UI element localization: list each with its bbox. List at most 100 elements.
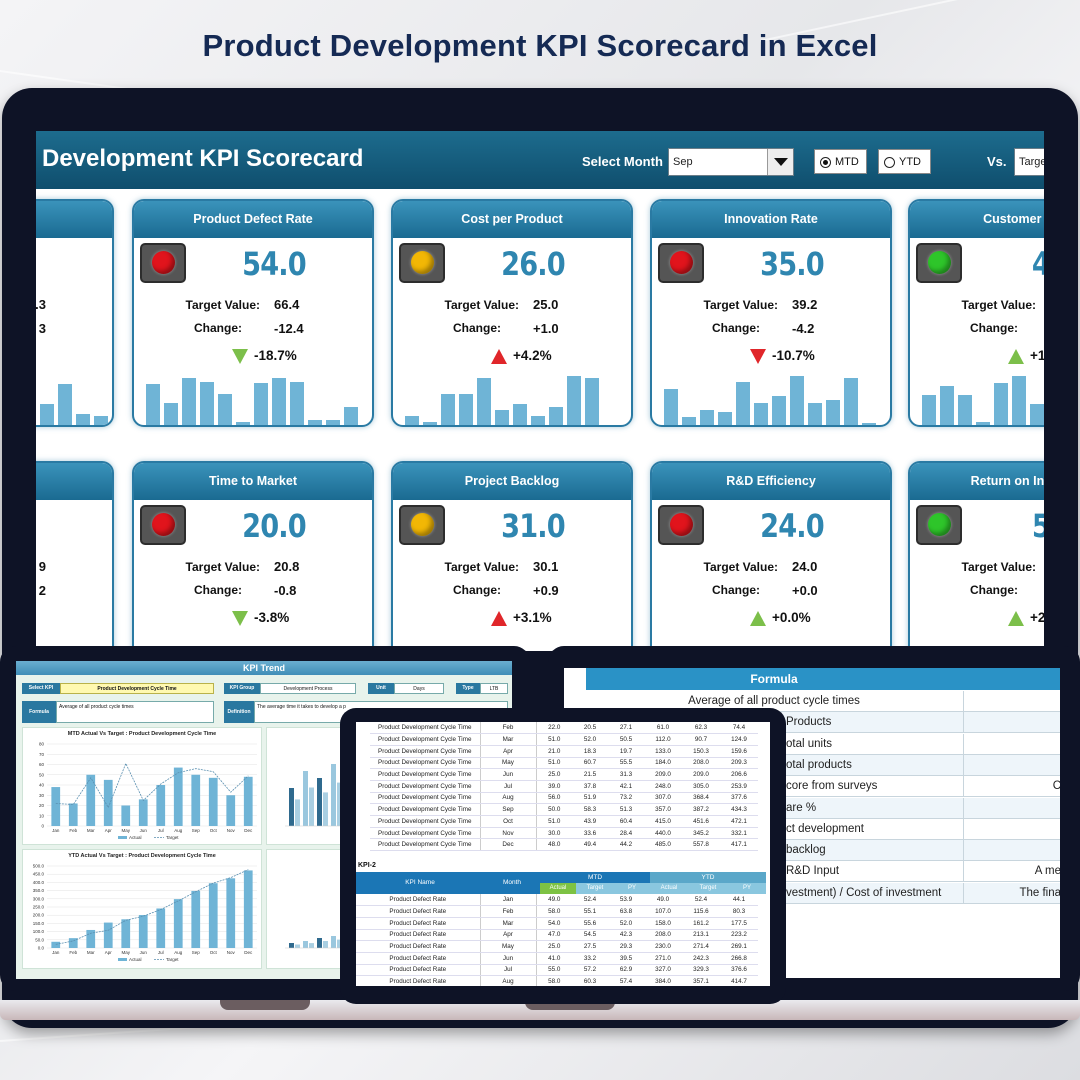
dropdown-arrow-icon[interactable]: [767, 149, 793, 175]
table-cell: 42.1: [608, 780, 644, 793]
table-cell: 18.3: [572, 745, 608, 758]
month-dropdown[interactable]: Sep: [668, 148, 794, 176]
table-cell: 52.4: [682, 894, 720, 907]
formula-right-text: A me: [963, 861, 1060, 882]
formula-right-text: [963, 840, 1060, 861]
mtd-radio[interactable]: MTD: [814, 149, 867, 174]
change-value: -0.8: [274, 583, 297, 598]
select-kpi-dropdown[interactable]: Product Development Cycle Time: [60, 683, 214, 694]
x-tick-label: Sep: [192, 950, 201, 955]
ytd-py-header: PY: [728, 883, 766, 894]
kpi-card-title: Innovation Rate: [652, 201, 890, 238]
table-cell: 41.0: [536, 952, 572, 965]
y-tick-label: 40: [39, 783, 45, 788]
table-screen: Product Development Cycle Time Feb 22.0 20.…: [356, 722, 770, 986]
spark-bar: [549, 406, 563, 425]
kpi-card-title: Time to Market: [134, 463, 372, 500]
ytd-chart-panel: YTD Actual Vs Target : Product Developme…: [22, 849, 262, 969]
table-cell: 223.2: [720, 929, 758, 942]
comparison-dropdown[interactable]: Target: [1014, 148, 1044, 176]
table-cell: Feb: [480, 905, 537, 918]
table-row: Product Development Cycle Time Dec 48.0 49.…: [370, 838, 758, 852]
table-cell: 58.0: [536, 975, 572, 986]
target-value: 30.1: [533, 559, 559, 574]
table-cell: 133.0: [644, 745, 682, 758]
spark-bar: [790, 375, 804, 425]
legend-actual-label: Actual: [129, 957, 142, 962]
table-cell: Oct: [480, 815, 537, 828]
kpi2-label: KPI-2: [358, 862, 376, 869]
actual-bar: [208, 883, 218, 948]
table-cell: 42.3: [608, 929, 644, 942]
table-cell: 451.6: [682, 815, 720, 828]
actual-bar: [86, 929, 96, 948]
spark-bar: [459, 393, 473, 425]
table-cell: 60.7: [572, 757, 608, 770]
table-cell: 158.0: [644, 917, 682, 930]
table-cell: 33.2: [572, 952, 608, 965]
kpi-card: Product Defect Rate 54.0 Target Value: 66.4…: [132, 199, 374, 427]
arrow-down-icon: [232, 611, 248, 626]
table-cell: 307.0: [644, 792, 682, 805]
formula-right-text: [963, 818, 1060, 839]
ytd-chart-title: YTD Actual Vs Target : Product Developme…: [68, 853, 216, 859]
spark-bar: [958, 394, 972, 425]
table-cell: 54.5: [572, 929, 608, 942]
table-cell: 112.0: [644, 733, 682, 746]
radio-unselected-icon: [884, 157, 895, 168]
spark-bar: [994, 383, 1008, 425]
table-cell: 213.1: [682, 929, 720, 942]
table-cell: Product Development Cycle Time: [370, 803, 481, 816]
y-tick-label: 100.0: [33, 929, 45, 934]
x-tick-label: Jan: [52, 950, 60, 955]
change-label: Change:: [712, 321, 760, 335]
formula-text: backlog: [786, 844, 826, 857]
table-cell: 368.4: [682, 792, 720, 805]
legend-actual-label: Actual: [129, 835, 142, 840]
y-tick-label: 20: [39, 803, 45, 808]
x-tick-label: Nov: [227, 828, 236, 833]
y-tick-label: 80: [39, 742, 45, 747]
table-cell: 384.0: [644, 975, 682, 986]
table-cell: Product Development Cycle Time: [370, 827, 481, 840]
table-cell: 161.2: [682, 917, 720, 930]
table-cell: 485.0: [644, 838, 682, 852]
table-cell: 327.0: [644, 964, 682, 977]
x-tick-label: Oct: [210, 950, 218, 955]
x-tick-label: Nov: [227, 950, 236, 955]
kpi-card-title: Cost per Product: [393, 201, 631, 238]
mtd-chart-title: MTD Actual Vs Target : Product Developme…: [67, 731, 217, 737]
table-cell: Product Development Cycle Time: [370, 768, 481, 781]
target-label: Target Value:: [961, 560, 1036, 574]
actual-bar: [156, 908, 166, 948]
side-bar: [303, 771, 308, 826]
table-cell: Nov: [480, 827, 537, 840]
x-tick-label: Jan: [52, 828, 60, 833]
table-cell: Feb: [480, 722, 537, 735]
traffic-light-icon: [658, 505, 704, 545]
table-cell: 52.0: [608, 917, 644, 930]
table-cell: 73.2: [608, 792, 644, 805]
table-cell: 57.2: [572, 964, 608, 977]
laptop-notch: [525, 1000, 615, 1010]
ytd-radio[interactable]: YTD: [878, 149, 931, 174]
side-bar-2: [309, 787, 314, 826]
spark-bar: [862, 423, 876, 425]
spark-bar: [146, 384, 160, 425]
x-tick-label: Jun: [140, 828, 148, 833]
table-cell: 124.9: [720, 733, 758, 746]
actual-bar: [243, 776, 253, 826]
table-cell: Product Development Cycle Time: [370, 745, 481, 758]
y-tick-label: 60: [39, 762, 45, 767]
mtd-target-header: Target: [576, 883, 614, 894]
table-cell: 21.5: [572, 768, 608, 781]
table-cell: 57.4: [608, 975, 644, 986]
comparison-dropdown-value: Target: [1019, 156, 1044, 168]
table-cell: Product Development Cycle Time: [370, 733, 481, 746]
formula-text: R&D Input: [786, 865, 840, 878]
table-cell: 21.0: [536, 745, 572, 758]
spark-bar: [1012, 375, 1026, 425]
target-value: 24.0: [792, 559, 818, 574]
table-row: Product Development Cycle Time Sep 50.0 58.…: [370, 803, 758, 816]
spark-bar: [344, 406, 358, 425]
